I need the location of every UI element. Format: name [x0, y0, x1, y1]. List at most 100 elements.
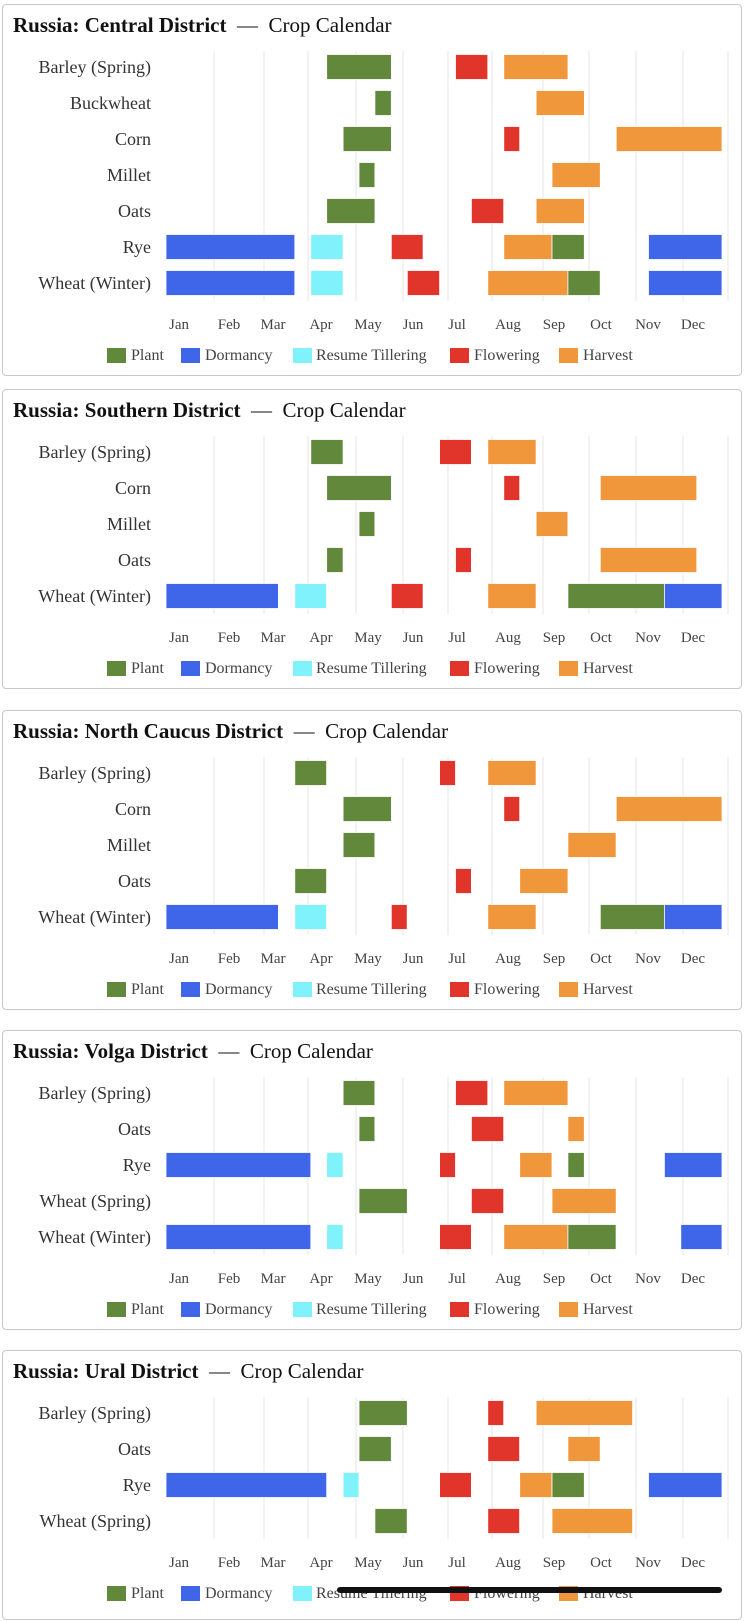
home-indicator[interactable] [337, 1587, 722, 1593]
crop-stage-bar-plant[interactable] [294, 760, 327, 786]
crop-stage-bar-flowering[interactable] [439, 1152, 456, 1178]
crop-stage-bar-flowering[interactable] [439, 760, 456, 786]
crop-stage-bar-flowering[interactable] [470, 1116, 505, 1142]
crop-stage-bar-plant[interactable] [358, 1116, 376, 1142]
crop-stage-bar-harvest[interactable] [519, 1152, 553, 1178]
crop-stage-bar-tillering[interactable] [342, 1472, 360, 1498]
crop-stage-bar-dormancy[interactable] [648, 270, 723, 296]
crop-stage-bar-plant[interactable] [551, 234, 585, 260]
crop-stage-bar-flowering[interactable] [470, 198, 505, 224]
crop-stage-bar-flowering[interactable] [406, 270, 440, 296]
crop-stage-bar-plant[interactable] [358, 511, 376, 537]
crop-stage-bar-plant[interactable] [358, 1436, 392, 1462]
crop-stage-bar-harvest[interactable] [535, 90, 585, 116]
crop-stage-bar-harvest[interactable] [599, 475, 698, 501]
crop-stage-bar-flowering[interactable] [487, 1508, 520, 1534]
crop-stage-bar-flowering[interactable] [503, 475, 521, 501]
crop-stage-bar-harvest[interactable] [615, 126, 723, 152]
crop-stage-bar-harvest[interactable] [599, 547, 698, 573]
month-tick-label: Dec [681, 951, 705, 967]
crop-stage-bar-harvest[interactable] [503, 1080, 569, 1106]
crop-stage-bar-flowering[interactable] [503, 796, 521, 822]
crop-stage-bar-harvest[interactable] [551, 162, 601, 188]
crop-stage-bar-dormancy[interactable] [165, 904, 279, 930]
crop-stage-bar-plant[interactable] [374, 90, 392, 116]
crop-stage-bar-dormancy[interactable] [165, 1472, 328, 1498]
crop-stage-bar-plant[interactable] [326, 475, 392, 501]
crop-stage-bar-harvest[interactable] [487, 270, 569, 296]
crop-stage-bar-harvest[interactable] [519, 868, 569, 894]
crop-stage-bar-plant[interactable] [567, 1224, 617, 1250]
crop-stage-bar-plant[interactable] [342, 832, 376, 858]
crop-stage-bar-harvest[interactable] [535, 1400, 633, 1426]
crop-stage-bar-dormancy[interactable] [680, 1224, 723, 1250]
crop-stage-bar-plant[interactable] [358, 1400, 408, 1426]
crop-stage-bar-tillering[interactable] [310, 234, 344, 260]
crop-stage-bar-tillering[interactable] [294, 583, 327, 609]
crop-stage-bar-plant[interactable] [326, 54, 392, 80]
crop-stage-bar-plant[interactable] [599, 904, 665, 930]
crop-stage-bar-harvest[interactable] [551, 1188, 617, 1214]
crop-stage-bar-harvest[interactable] [615, 796, 723, 822]
crop-stage-bar-dormancy[interactable] [664, 583, 723, 609]
crop-stage-bar-dormancy[interactable] [664, 904, 723, 930]
crop-stage-bar-dormancy[interactable] [165, 583, 279, 609]
crop-stage-bar-harvest[interactable] [487, 439, 537, 465]
crop-stage-bar-plant[interactable] [326, 198, 376, 224]
crop-stage-bar-dormancy[interactable] [648, 234, 723, 260]
crop-stage-bar-plant[interactable] [551, 1472, 585, 1498]
crop-stage-bar-flowering[interactable] [455, 1080, 489, 1106]
crop-stage-bar-harvest[interactable] [487, 904, 537, 930]
crop-stage-bar-harvest[interactable] [551, 1508, 633, 1534]
crop-stage-bar-plant[interactable] [567, 1152, 585, 1178]
crop-stage-bar-plant[interactable] [342, 796, 392, 822]
crop-stage-bar-dormancy[interactable] [165, 1224, 312, 1250]
crop-stage-bar-harvest[interactable] [487, 760, 537, 786]
crop-stage-bar-dormancy[interactable] [165, 1152, 312, 1178]
crop-stage-bar-harvest[interactable] [535, 198, 585, 224]
crop-label: Wheat (Winter) [38, 273, 151, 294]
crop-stage-bar-harvest[interactable] [535, 511, 569, 537]
crop-stage-bar-flowering[interactable] [455, 868, 472, 894]
crop-stage-bar-dormancy[interactable] [664, 1152, 723, 1178]
crop-stage-bar-plant[interactable] [567, 583, 665, 609]
crop-stage-bar-plant[interactable] [326, 547, 344, 573]
crop-stage-bar-flowering[interactable] [439, 439, 472, 465]
crop-stage-bar-plant[interactable] [358, 1188, 408, 1214]
crop-stage-bar-dormancy[interactable] [648, 1472, 723, 1498]
crop-stage-bar-harvest[interactable] [567, 832, 617, 858]
crop-stage-bar-flowering[interactable] [439, 1472, 472, 1498]
crop-stage-bar-flowering[interactable] [470, 1188, 505, 1214]
crop-stage-bar-harvest[interactable] [503, 1224, 569, 1250]
crop-stage-bar-harvest[interactable] [503, 234, 553, 260]
crop-stage-bar-plant[interactable] [374, 1508, 408, 1534]
crop-stage-bar-tillering[interactable] [294, 904, 327, 930]
crop-stage-bar-plant[interactable] [294, 868, 327, 894]
crop-stage-bar-flowering[interactable] [455, 54, 489, 80]
month-tick-label: Nov [635, 951, 661, 967]
crop-stage-bar-flowering[interactable] [487, 1436, 520, 1462]
crop-stage-bar-plant[interactable] [358, 162, 376, 188]
month-tick-label: Jul [448, 1555, 466, 1571]
crop-stage-bar-dormancy[interactable] [165, 270, 296, 296]
crop-stage-bar-harvest[interactable] [519, 1472, 553, 1498]
crop-stage-bar-harvest[interactable] [503, 54, 569, 80]
crop-stage-bar-flowering[interactable] [390, 904, 408, 930]
crop-stage-bar-tillering[interactable] [326, 1224, 344, 1250]
crop-stage-bar-harvest[interactable] [487, 583, 537, 609]
crop-stage-bar-plant[interactable] [342, 126, 392, 152]
crop-stage-bar-plant[interactable] [567, 270, 601, 296]
crop-stage-bar-flowering[interactable] [439, 1224, 472, 1250]
crop-stage-bar-flowering[interactable] [503, 126, 521, 152]
crop-stage-bar-tillering[interactable] [326, 1152, 344, 1178]
crop-stage-bar-flowering[interactable] [390, 234, 424, 260]
crop-stage-bar-flowering[interactable] [487, 1400, 505, 1426]
crop-stage-bar-plant[interactable] [342, 1080, 376, 1106]
crop-stage-bar-flowering[interactable] [390, 583, 424, 609]
crop-stage-bar-harvest[interactable] [567, 1116, 585, 1142]
crop-stage-bar-harvest[interactable] [567, 1436, 601, 1462]
crop-stage-bar-dormancy[interactable] [165, 234, 296, 260]
crop-stage-bar-plant[interactable] [310, 439, 344, 465]
crop-stage-bar-tillering[interactable] [310, 270, 344, 296]
crop-stage-bar-flowering[interactable] [455, 547, 472, 573]
